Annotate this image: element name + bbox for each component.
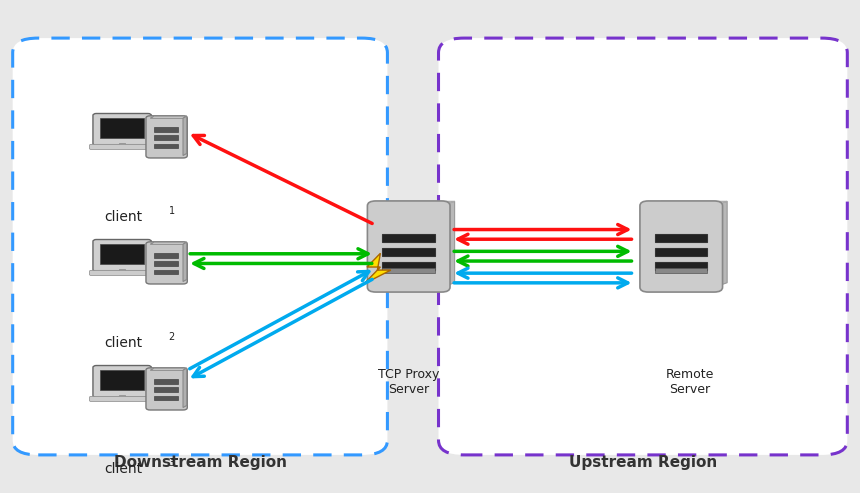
Polygon shape <box>441 201 455 287</box>
Bar <box>153 261 178 266</box>
FancyBboxPatch shape <box>146 242 187 284</box>
FancyBboxPatch shape <box>89 396 155 401</box>
Text: Upstream Region: Upstream Region <box>568 455 717 470</box>
Bar <box>153 270 178 274</box>
Polygon shape <box>150 368 187 370</box>
Bar <box>153 136 178 140</box>
Bar <box>655 248 708 256</box>
Bar <box>153 396 178 400</box>
Bar <box>655 262 708 270</box>
Text: client: client <box>104 336 143 350</box>
Polygon shape <box>183 368 187 408</box>
Bar <box>119 395 126 397</box>
Polygon shape <box>183 242 187 282</box>
Bar <box>655 268 708 273</box>
FancyBboxPatch shape <box>93 365 151 397</box>
FancyBboxPatch shape <box>13 38 387 455</box>
Text: TCP Proxy
Server: TCP Proxy Server <box>378 368 439 396</box>
Bar <box>153 379 178 384</box>
Bar <box>383 234 435 243</box>
Bar <box>119 143 126 145</box>
Polygon shape <box>150 116 187 118</box>
Text: Downstream Region: Downstream Region <box>114 455 286 470</box>
Bar <box>100 370 144 389</box>
FancyBboxPatch shape <box>367 201 450 292</box>
Bar <box>119 269 126 271</box>
Bar <box>383 248 435 256</box>
Text: Remote
Server: Remote Server <box>666 368 714 396</box>
Text: 1: 1 <box>169 206 175 216</box>
Bar <box>100 118 144 138</box>
FancyBboxPatch shape <box>93 113 151 145</box>
Bar <box>383 262 435 270</box>
Bar <box>383 268 435 273</box>
Polygon shape <box>364 253 390 284</box>
Text: 2: 2 <box>169 332 175 342</box>
Text: 3: 3 <box>169 458 175 468</box>
Polygon shape <box>183 116 187 156</box>
Text: client: client <box>104 210 143 224</box>
FancyBboxPatch shape <box>146 368 187 410</box>
Polygon shape <box>648 201 728 206</box>
Polygon shape <box>376 201 455 206</box>
Bar <box>153 143 178 148</box>
Bar <box>153 387 178 392</box>
Polygon shape <box>150 242 187 244</box>
Bar <box>153 127 178 132</box>
FancyBboxPatch shape <box>89 144 155 149</box>
Polygon shape <box>714 201 728 287</box>
Bar <box>100 244 144 264</box>
FancyBboxPatch shape <box>93 240 151 271</box>
Bar <box>655 234 708 243</box>
FancyBboxPatch shape <box>89 270 155 276</box>
FancyBboxPatch shape <box>439 38 847 455</box>
FancyBboxPatch shape <box>146 116 187 158</box>
Bar <box>153 253 178 258</box>
FancyBboxPatch shape <box>640 201 722 292</box>
Text: client: client <box>104 462 143 476</box>
